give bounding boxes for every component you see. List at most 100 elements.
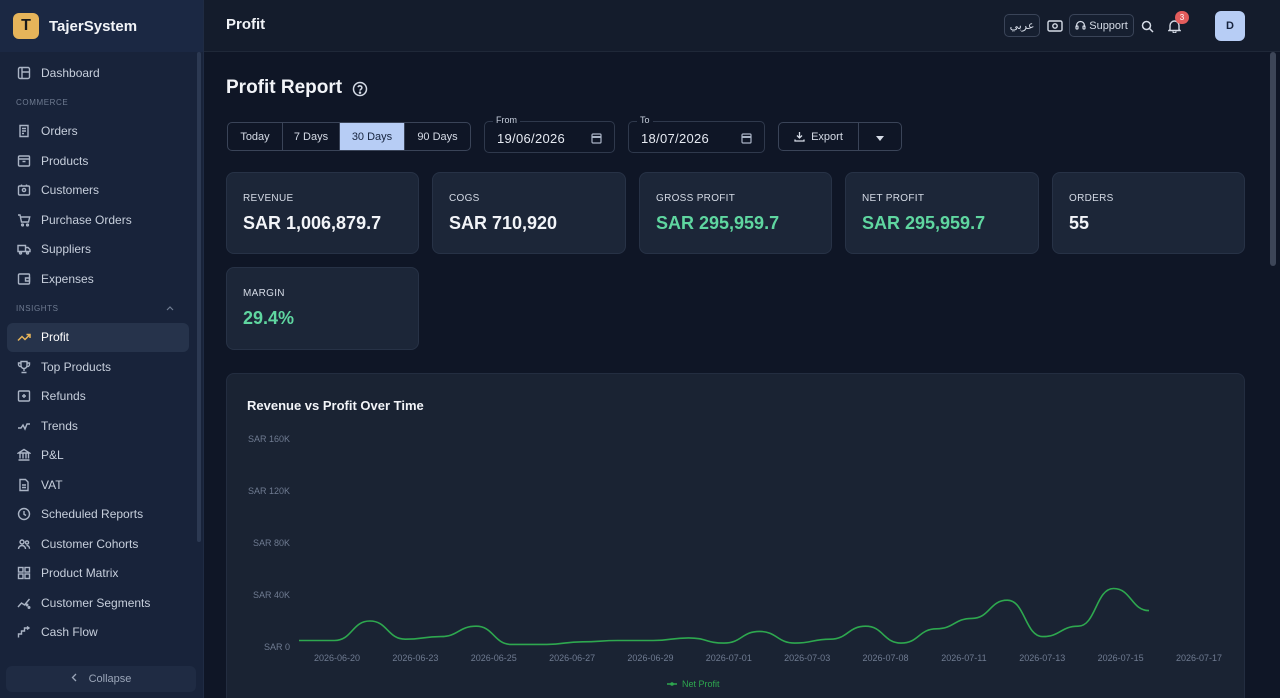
download-icon — [794, 132, 805, 142]
trend-icon — [16, 418, 32, 434]
sidebar-item-cash-flow[interactable]: Cash Flow — [0, 618, 196, 648]
x-tick-label: 2026-07-01 — [706, 653, 752, 663]
sidebar-item-products[interactable]: Products — [0, 146, 196, 176]
headset-icon — [1075, 20, 1086, 31]
sidebar-item-label: Scheduled Reports — [41, 507, 144, 522]
dashboard-icon — [16, 65, 32, 81]
trophy-icon — [16, 359, 32, 375]
range-today[interactable]: Today — [228, 123, 283, 150]
section-commerce: COMMERCE — [0, 88, 196, 117]
sidebar-item-label: Suppliers — [41, 242, 92, 257]
series-line — [299, 587, 1150, 646]
calendar-icon[interactable] — [591, 131, 602, 144]
truck-icon — [16, 241, 32, 257]
calendar-icon[interactable] — [741, 131, 752, 144]
sidebar-item-expenses[interactable]: Expenses — [0, 264, 196, 294]
chevron-up-icon — [166, 304, 174, 313]
profit-line-chart[interactable]: SAR 0 SAR 40K SAR 80K SAR 120K SAR 160K 2026-… — [227, 374, 1246, 698]
users-icon — [16, 536, 32, 552]
brand-name: TajerSystem — [49, 17, 138, 35]
sidebar-item-refunds[interactable]: Refunds — [0, 382, 196, 412]
range-30-days[interactable]: 30 Days — [340, 123, 405, 150]
sidebar-item-scheduled-reports[interactable]: Scheduled Reports — [0, 500, 196, 530]
x-tick-label: 2026-07-17 — [1176, 653, 1222, 663]
main-scrollbar[interactable] — [1270, 52, 1276, 266]
trending-up-icon — [16, 329, 32, 345]
refund-icon — [16, 388, 32, 404]
sidebar-item-customers[interactable]: Customers — [0, 176, 196, 206]
date-range-toggle: Today 7 Days 30 Days 90 Days — [227, 122, 471, 151]
avatar[interactable]: D — [1215, 11, 1245, 41]
sidebar-item-suppliers[interactable]: Suppliers — [0, 235, 196, 265]
export-dropdown-button[interactable] — [859, 123, 901, 150]
sidebar-item-label: Dashboard — [41, 65, 100, 80]
section-insights[interactable]: INSIGHTS — [0, 294, 196, 323]
bank-icon — [16, 447, 32, 463]
wallet-icon — [16, 271, 32, 287]
to-date-value: 18/07/2026 — [641, 131, 710, 146]
export-button[interactable]: Export — [779, 123, 859, 150]
kpi-value: SAR 710,920 — [449, 213, 558, 233]
sidebar-item-label: Customers — [41, 183, 100, 198]
y-tick-label: SAR 120K — [248, 486, 290, 496]
kpi-card-orders: ORDERS 55 — [1052, 172, 1245, 254]
sidebar-item-trends[interactable]: Trends — [0, 411, 196, 441]
sidebar-item-top-products[interactable]: Top Products — [0, 352, 196, 382]
top-header: Profit عربي Support 3 D — [204, 0, 1280, 52]
language-toggle[interactable]: عربي — [1004, 14, 1040, 37]
brand[interactable]: T TajerSystem — [0, 0, 203, 52]
sidebar-item-vat[interactable]: VAT — [0, 470, 196, 500]
y-tick-label: SAR 160K — [248, 434, 290, 444]
sidebar-item-profit[interactable]: Profit — [7, 322, 189, 352]
sidebar-item-pl[interactable]: P&L — [0, 441, 196, 471]
sidebar: T TajerSystem Dashboard COMMERCE Orders … — [0, 0, 204, 698]
document-icon — [16, 477, 32, 493]
kpi-label: NET PROFIT — [862, 193, 925, 204]
kpi-label: GROSS PROFIT — [656, 193, 736, 204]
kpi-value: 55 — [1069, 213, 1090, 233]
sidebar-item-label: Customer Segments — [41, 595, 151, 610]
support-label: Support — [1089, 19, 1128, 32]
section-label: COMMERCE — [16, 97, 69, 107]
export-button-group: Export — [778, 122, 902, 151]
kpi-label: MARGIN — [243, 288, 285, 299]
receipt-icon — [16, 123, 32, 139]
kpi-card-margin: MARGIN 29.4% — [226, 267, 419, 350]
page-title: Profit Report — [226, 77, 343, 98]
sidebar-item-customer-cohorts[interactable]: Customer Cohorts — [0, 529, 196, 559]
x-tick-label: 2026-06-29 — [627, 653, 673, 663]
chevron-left-icon — [71, 673, 77, 685]
search-icon[interactable] — [1138, 17, 1156, 35]
x-tick-label: 2026-07-11 — [941, 653, 986, 663]
grid-icon — [16, 565, 32, 581]
brand-logo: T — [13, 13, 39, 39]
sidebar-scrollbar[interactable] — [197, 52, 201, 542]
sidebar-item-product-matrix[interactable]: Product Matrix — [0, 559, 196, 589]
y-tick-label: SAR 40K — [253, 590, 290, 600]
y-tick-label: SAR 0 — [264, 642, 290, 652]
collapse-button[interactable]: Collapse — [6, 666, 196, 692]
collapse-label: Collapse — [88, 673, 132, 685]
sidebar-item-purchase-orders[interactable]: Purchase Orders — [0, 205, 196, 235]
kpi-card-cogs: COGS SAR 710,920 — [432, 172, 626, 254]
cash-icon[interactable] — [1046, 17, 1064, 35]
help-icon[interactable] — [351, 80, 369, 98]
support-button[interactable]: Support — [1069, 14, 1134, 37]
from-date-value: 19/06/2026 — [497, 131, 566, 146]
from-date-field[interactable]: From 19/06/2026 — [484, 115, 615, 153]
kpi-value: 29.4% — [243, 308, 295, 328]
caret-down-icon — [876, 128, 884, 146]
to-date-field[interactable]: To 18/07/2026 — [628, 115, 765, 153]
chart-title: Revenue vs Profit Over Time — [247, 398, 424, 413]
range-7-days[interactable]: 7 Days — [283, 123, 340, 150]
sidebar-item-customer-segments[interactable]: Customer Segments — [0, 588, 196, 618]
cashflow-icon — [16, 624, 32, 640]
contacts-icon — [16, 182, 32, 198]
sidebar-item-orders[interactable]: Orders — [0, 117, 196, 147]
sidebar-item-label: Top Products — [41, 359, 112, 374]
range-90-days[interactable]: 90 Days — [417, 130, 458, 143]
legend-marker — [670, 682, 674, 686]
sidebar-item-label: Cash Flow — [41, 625, 98, 640]
sidebar-item-dashboard[interactable]: Dashboard — [0, 58, 196, 88]
sidebar-item-label: Profit — [41, 330, 70, 345]
